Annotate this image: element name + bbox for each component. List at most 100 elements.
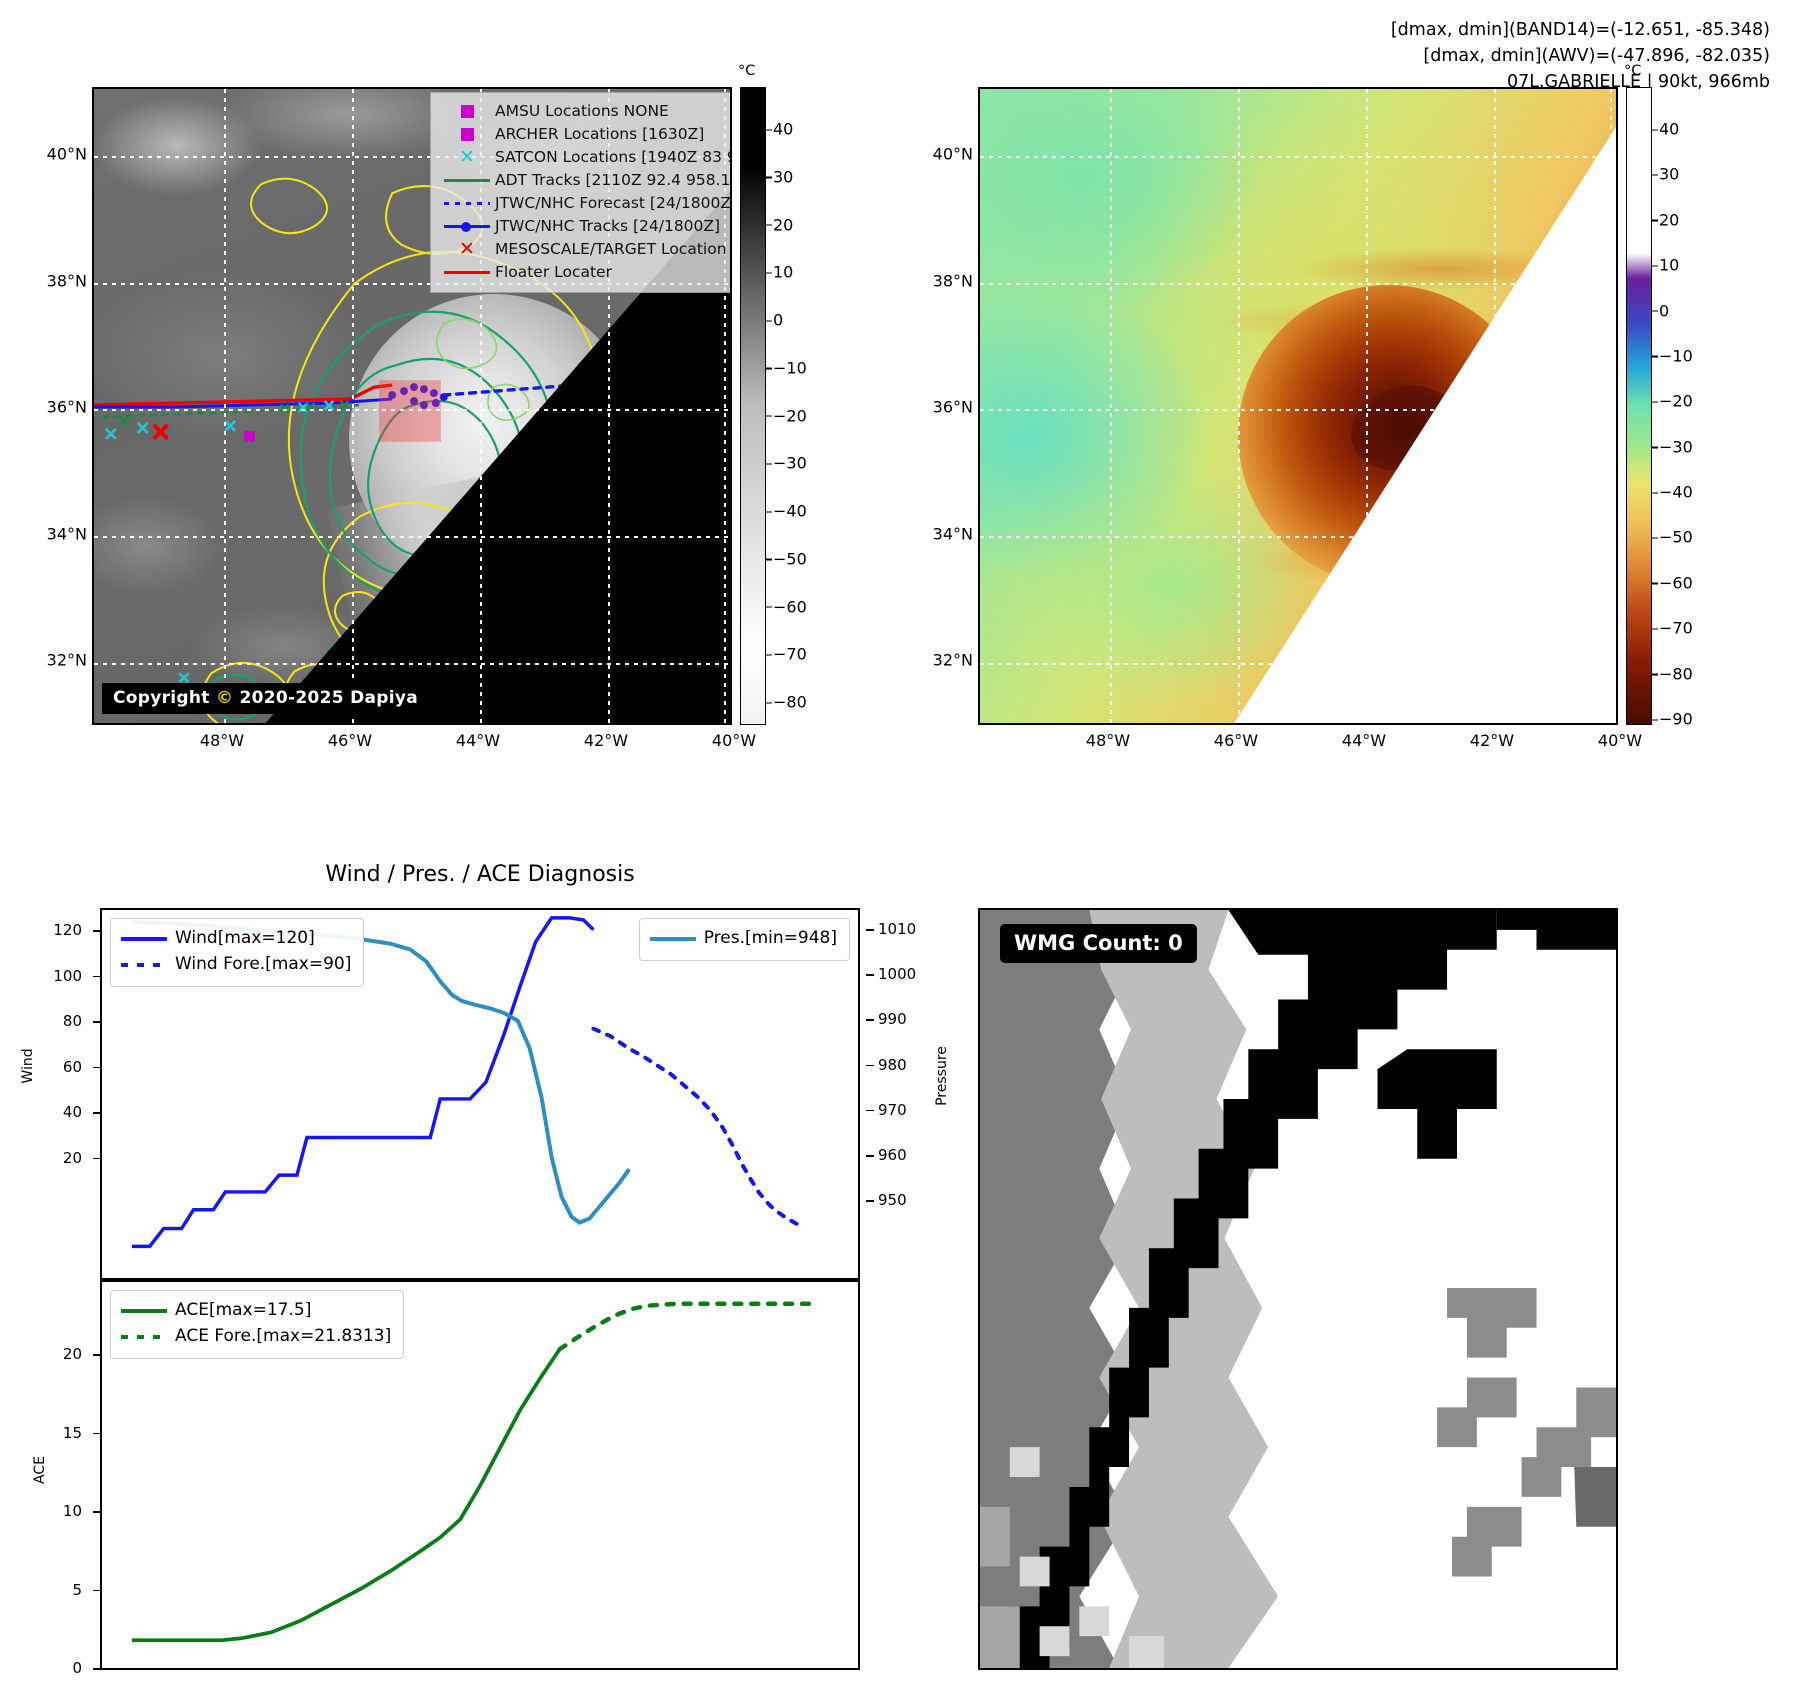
- legend-row: Wind[max=120]: [121, 926, 351, 952]
- legend-row: Pres.[min=948]: [649, 926, 837, 952]
- ir-lon-tick: 44°W: [455, 731, 501, 750]
- awv-colorbar-tick: −20: [1652, 391, 1693, 411]
- legend-line-icon: [439, 271, 495, 274]
- pressure-tick: 950: [878, 1191, 907, 1210]
- legend-cross-icon: ✕: [459, 238, 475, 260]
- awv-colorbar-tick: 10: [1651, 255, 1680, 275]
- legend-dotted-line-icon: [439, 202, 495, 205]
- legend-row: JTWC/NHC Tracks [24/1800Z]: [439, 215, 730, 238]
- legend-dotted-line-icon: [121, 962, 175, 968]
- pressure-tick: 1000: [878, 965, 917, 984]
- legend-row: ACE[max=17.5]: [121, 1298, 391, 1324]
- wind-tick: 120: [53, 921, 82, 939]
- legend-line-icon: [121, 937, 175, 941]
- legend-label: AMSU Locations NONE: [495, 101, 669, 120]
- stats-awv: [dmax, dmin](AWV)=(-47.896, -82.035): [1423, 45, 1770, 66]
- copyright-symbol: ©: [215, 688, 234, 708]
- legend-row: ADT Tracks [2110Z 92.4 958.1]: [439, 169, 732, 192]
- ace-tick: 0: [72, 1659, 82, 1677]
- ir-colorbar-tick: 20: [765, 215, 794, 234]
- awv-colorbar-tick: −70: [1652, 618, 1693, 638]
- awv-lat-tick: 36°N: [932, 397, 973, 417]
- tick-mark: [93, 1066, 101, 1069]
- awv-lon-tick: 40°W: [1597, 731, 1643, 750]
- legend-row: AMSU Locations NONE: [439, 100, 730, 123]
- awv-colorbar-tick: −90: [1652, 709, 1693, 729]
- ir-mesoscale-map[interactable]: AMSU Locations NONE ARCHER Locations [163…: [92, 87, 732, 725]
- ace-forecast-line: [557, 1301, 813, 1352]
- awv-colorbar-tick: −50: [1652, 527, 1693, 547]
- tick-mark: [93, 1511, 101, 1513]
- wind-tick: 80: [62, 1012, 82, 1030]
- ace-chart-legend: ACE[max=17.5] ACE Fore.[max=21.8313]: [110, 1290, 405, 1359]
- legend-row: Wind Fore.[max=90]: [121, 952, 351, 978]
- legend-label: Wind[max=120]: [175, 928, 315, 949]
- legend-square-icon: [439, 128, 495, 141]
- legend-label: ARCHER Locations [1630Z]: [495, 124, 705, 143]
- tick-mark: [93, 1354, 101, 1356]
- tick-mark: [866, 929, 874, 931]
- ace-tick: 5: [72, 1580, 82, 1599]
- ir-lat-tick: 32°N: [46, 650, 87, 670]
- ir-lon-tick: 48°W: [199, 731, 245, 750]
- wind-tick: 40: [62, 1103, 82, 1121]
- legend-square-icon: [439, 105, 495, 118]
- wind-forecast-line: [591, 1026, 805, 1229]
- awv-colorbar-tick: −60: [1652, 573, 1693, 593]
- legend-label: ADT Tracks [2110Z 92.4 958.1]: [495, 170, 732, 189]
- archer-marker: [244, 430, 255, 442]
- ir-colorbar-tick: −50: [766, 549, 807, 569]
- pressure-axis-label: Pressure: [934, 1046, 950, 1106]
- wmg-mask-imagery: [980, 910, 1616, 1668]
- ir-map-legend: AMSU Locations NONE ARCHER Locations [163…: [430, 92, 732, 293]
- awv-colorbar-tick: 0: [1651, 301, 1670, 321]
- legend-label: Floater Locater: [495, 262, 612, 281]
- ir-colorbar-tick: 10: [765, 262, 794, 282]
- diagnosis-title: Wind / Pres. / ACE Diagnosis: [325, 862, 635, 887]
- ir-lat-tick: 40°N: [46, 144, 87, 164]
- awv-lon-tick: 48°W: [1085, 731, 1131, 750]
- awv-lat-tick: 34°N: [932, 524, 973, 543]
- tick-mark: [866, 1155, 874, 1157]
- tick-mark: [93, 1112, 101, 1114]
- awv-mesoscale-map[interactable]: [978, 87, 1618, 725]
- pressure-tick: 980: [878, 1055, 907, 1074]
- tick-mark: [866, 1200, 874, 1202]
- ace-axis-label: ACE: [32, 1456, 48, 1484]
- legend-label: Pres.[min=948]: [703, 928, 837, 949]
- awv-lat-tick: 40°N: [932, 144, 973, 164]
- legend-row: JTWC/NHC Forecast [24/1800Z]: [439, 192, 730, 215]
- legend-dotted-line-icon: [121, 1334, 175, 1340]
- awv-colorbar-units: °C: [1624, 63, 1642, 79]
- ir-colorbar-tick: −70: [766, 644, 807, 664]
- wmg-mask-panel[interactable]: WMG Count: 0: [978, 908, 1618, 1670]
- ace-chart[interactable]: ACE[max=17.5] ACE Fore.[max=21.8313]: [100, 1280, 860, 1670]
- ir-colorbar-units: °C: [738, 63, 756, 79]
- copyright-prefix: Copyright: [113, 688, 216, 708]
- awv-lon-tick: 46°W: [1213, 731, 1259, 750]
- tick-mark: [93, 975, 101, 978]
- awv-colorbar-tick: −40: [1652, 482, 1693, 502]
- legend-row: ARCHER Locations [1630Z]: [439, 123, 730, 146]
- legend-label: SATCON Locations [1940Z 83 970]: [495, 147, 730, 166]
- tick-mark: [866, 1064, 874, 1067]
- pressure-tick: 960: [878, 1146, 907, 1164]
- ace-series-line: [131, 1348, 562, 1643]
- wind-pressure-chart[interactable]: Wind[max=120] Wind Fore.[max=90] Pres.[mi…: [100, 908, 860, 1280]
- ir-colorbar-tick: −60: [766, 597, 807, 616]
- awv-lon-tick: 44°W: [1341, 731, 1387, 750]
- ir-lon-tick: 46°W: [327, 731, 373, 750]
- legend-label: JTWC/NHC Tracks [24/1800Z]: [495, 216, 721, 235]
- ir-lat-tick: 38°N: [46, 271, 87, 290]
- awv-colorbar-tick: −30: [1652, 437, 1693, 457]
- tick-mark: [866, 1019, 874, 1021]
- tick-mark: [93, 930, 101, 932]
- wind-tick: 60: [62, 1057, 82, 1076]
- pressure-tick: 1010: [878, 920, 917, 938]
- legend-cross-icon: ✕: [459, 146, 475, 168]
- awv-colorbar-tick: −10: [1652, 346, 1693, 366]
- floater-locater-line: [94, 383, 393, 407]
- awv-colorbar-tick: 30: [1651, 164, 1680, 184]
- ace-tick: 20: [62, 1345, 82, 1363]
- legend-row: ACE Fore.[max=21.8313]: [121, 1324, 391, 1350]
